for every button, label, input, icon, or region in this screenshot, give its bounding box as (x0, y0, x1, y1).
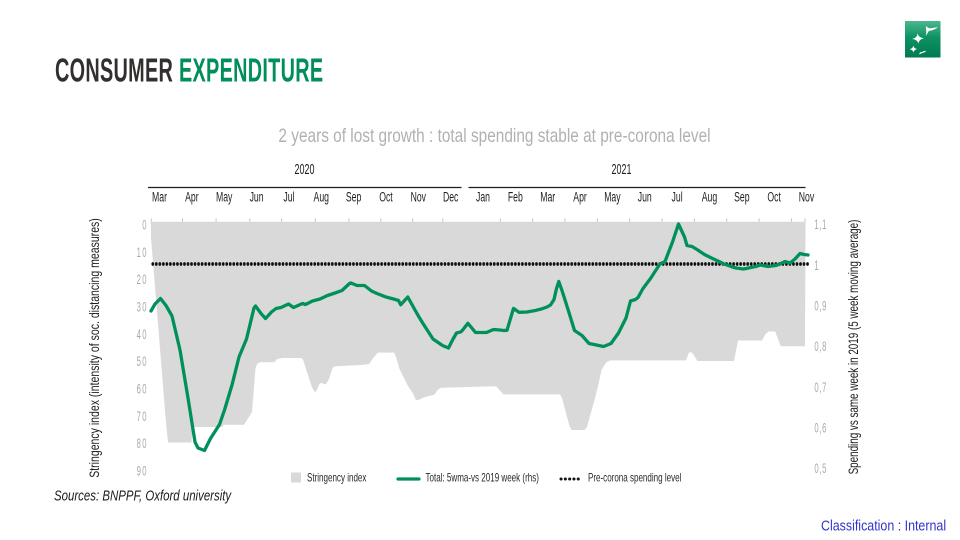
svg-text:70: 70 (137, 410, 148, 425)
svg-text:Sep: Sep (346, 189, 361, 205)
svg-text:Jan: Jan (476, 189, 490, 205)
svg-text:Sep: Sep (734, 189, 749, 205)
svg-text:2 years of lost growth : total: 2 years of lost growth : total spending … (278, 124, 710, 146)
svg-text:0,7: 0,7 (814, 381, 827, 396)
svg-text:Pre-corona spending level: Pre-corona spending level (588, 472, 681, 485)
svg-text:1: 1 (814, 259, 819, 274)
svg-text:Apr: Apr (573, 189, 587, 205)
svg-text:Oct: Oct (379, 189, 393, 205)
svg-text:50: 50 (137, 355, 148, 370)
svg-text:1,1: 1,1 (814, 218, 827, 233)
svg-text:30: 30 (137, 300, 148, 315)
svg-text:60: 60 (137, 382, 148, 397)
svg-text:2021: 2021 (612, 161, 632, 178)
svg-text:Jul: Jul (672, 189, 683, 205)
svg-text:0,9: 0,9 (814, 299, 827, 314)
svg-text:CONSUMER EXPENDITURE: CONSUMER EXPENDITURE (55, 51, 323, 89)
svg-text:20: 20 (137, 273, 148, 288)
svg-text:Oct: Oct (767, 189, 781, 205)
svg-text:Jul: Jul (283, 189, 294, 205)
svg-text:Aug: Aug (702, 189, 717, 205)
svg-text:Jun: Jun (250, 189, 264, 205)
svg-text:Feb: Feb (508, 189, 523, 205)
svg-text:Jun: Jun (638, 189, 652, 205)
svg-text:May: May (216, 189, 233, 205)
svg-text:80: 80 (137, 437, 148, 452)
svg-text:Apr: Apr (185, 189, 199, 205)
svg-text:Mar: Mar (152, 189, 167, 205)
svg-text:10: 10 (137, 246, 148, 261)
svg-text:Stringency index: Stringency index (307, 472, 366, 485)
svg-text:Nov: Nov (411, 189, 427, 205)
svg-text:0,8: 0,8 (814, 340, 827, 355)
svg-text:Total: 5wma-vs 2019 week (rhs): Total: 5wma-vs 2019 week (rhs) (426, 472, 539, 485)
svg-text:Sources: BNPPF, Oxford univers: Sources: BNPPF, Oxford university (54, 487, 232, 504)
svg-text:40: 40 (137, 328, 148, 343)
svg-text:0: 0 (142, 218, 148, 233)
svg-text:Stringency index (intensity of: Stringency index (intensity of soc. dist… (87, 218, 103, 478)
svg-text:Aug: Aug (314, 189, 329, 205)
svg-text:0,6: 0,6 (814, 421, 827, 436)
svg-text:90: 90 (137, 464, 148, 479)
svg-text:Mar: Mar (540, 189, 555, 205)
svg-text:May: May (604, 189, 621, 205)
svg-text:Spending vs same week in 2019: Spending vs same week in 2019 (5 week mo… (845, 220, 861, 475)
svg-text:0,5: 0,5 (814, 462, 827, 477)
svg-text:Classification : Internal: Classification : Internal (821, 517, 946, 533)
svg-text:Dec: Dec (443, 189, 459, 205)
svg-text:2020: 2020 (295, 161, 315, 178)
svg-text:Nov: Nov (799, 189, 815, 205)
